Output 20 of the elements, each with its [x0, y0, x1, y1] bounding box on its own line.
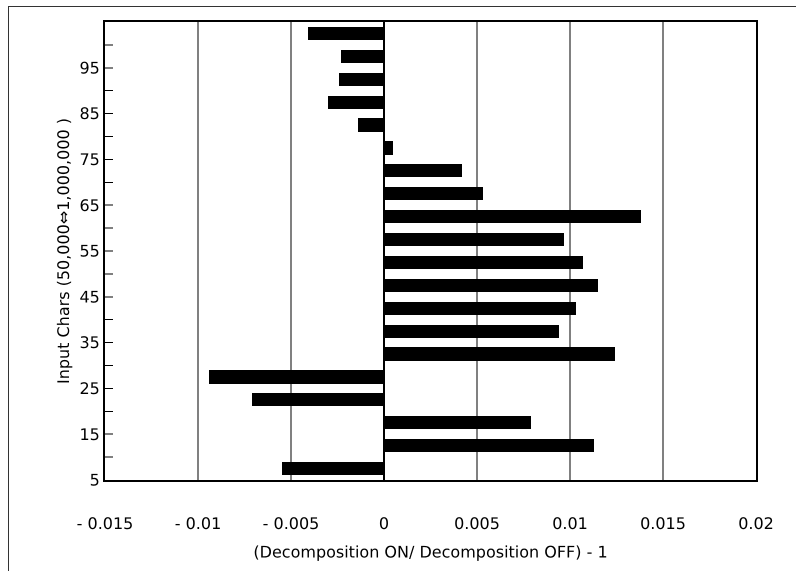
x-tick-label: - 0.015	[76, 514, 134, 534]
x-tick-label: - 0.005	[262, 514, 320, 534]
x-tick-label: 0.015	[640, 514, 686, 534]
y-tick-label: 55	[79, 242, 100, 261]
y-axis-title: Input Chars (50,000⇔1,000,000 )	[54, 118, 73, 384]
y-tick-label: 85	[79, 104, 100, 124]
x-tick-label: - 0.01	[174, 514, 222, 534]
y-tick-label: 95	[79, 58, 100, 78]
y-tick-label: 15	[79, 424, 100, 444]
x-tick-label: 0.005	[454, 514, 500, 534]
y-tick-label: 25	[79, 379, 100, 398]
y-tick-label: 5	[90, 470, 100, 490]
x-tick-label: 0.02	[738, 514, 774, 534]
y-tick-label: 35	[79, 333, 100, 352]
x-tick-label: 0	[378, 514, 390, 534]
x-tick-label: 0.01	[552, 514, 588, 534]
y-tick-label: 65	[79, 196, 100, 215]
y-tick-label: 45	[79, 287, 100, 306]
x-axis-title: (Decomposition ON/ Decomposition OFF) - 1	[253, 542, 608, 562]
y-tick-label: 75	[79, 150, 100, 169]
